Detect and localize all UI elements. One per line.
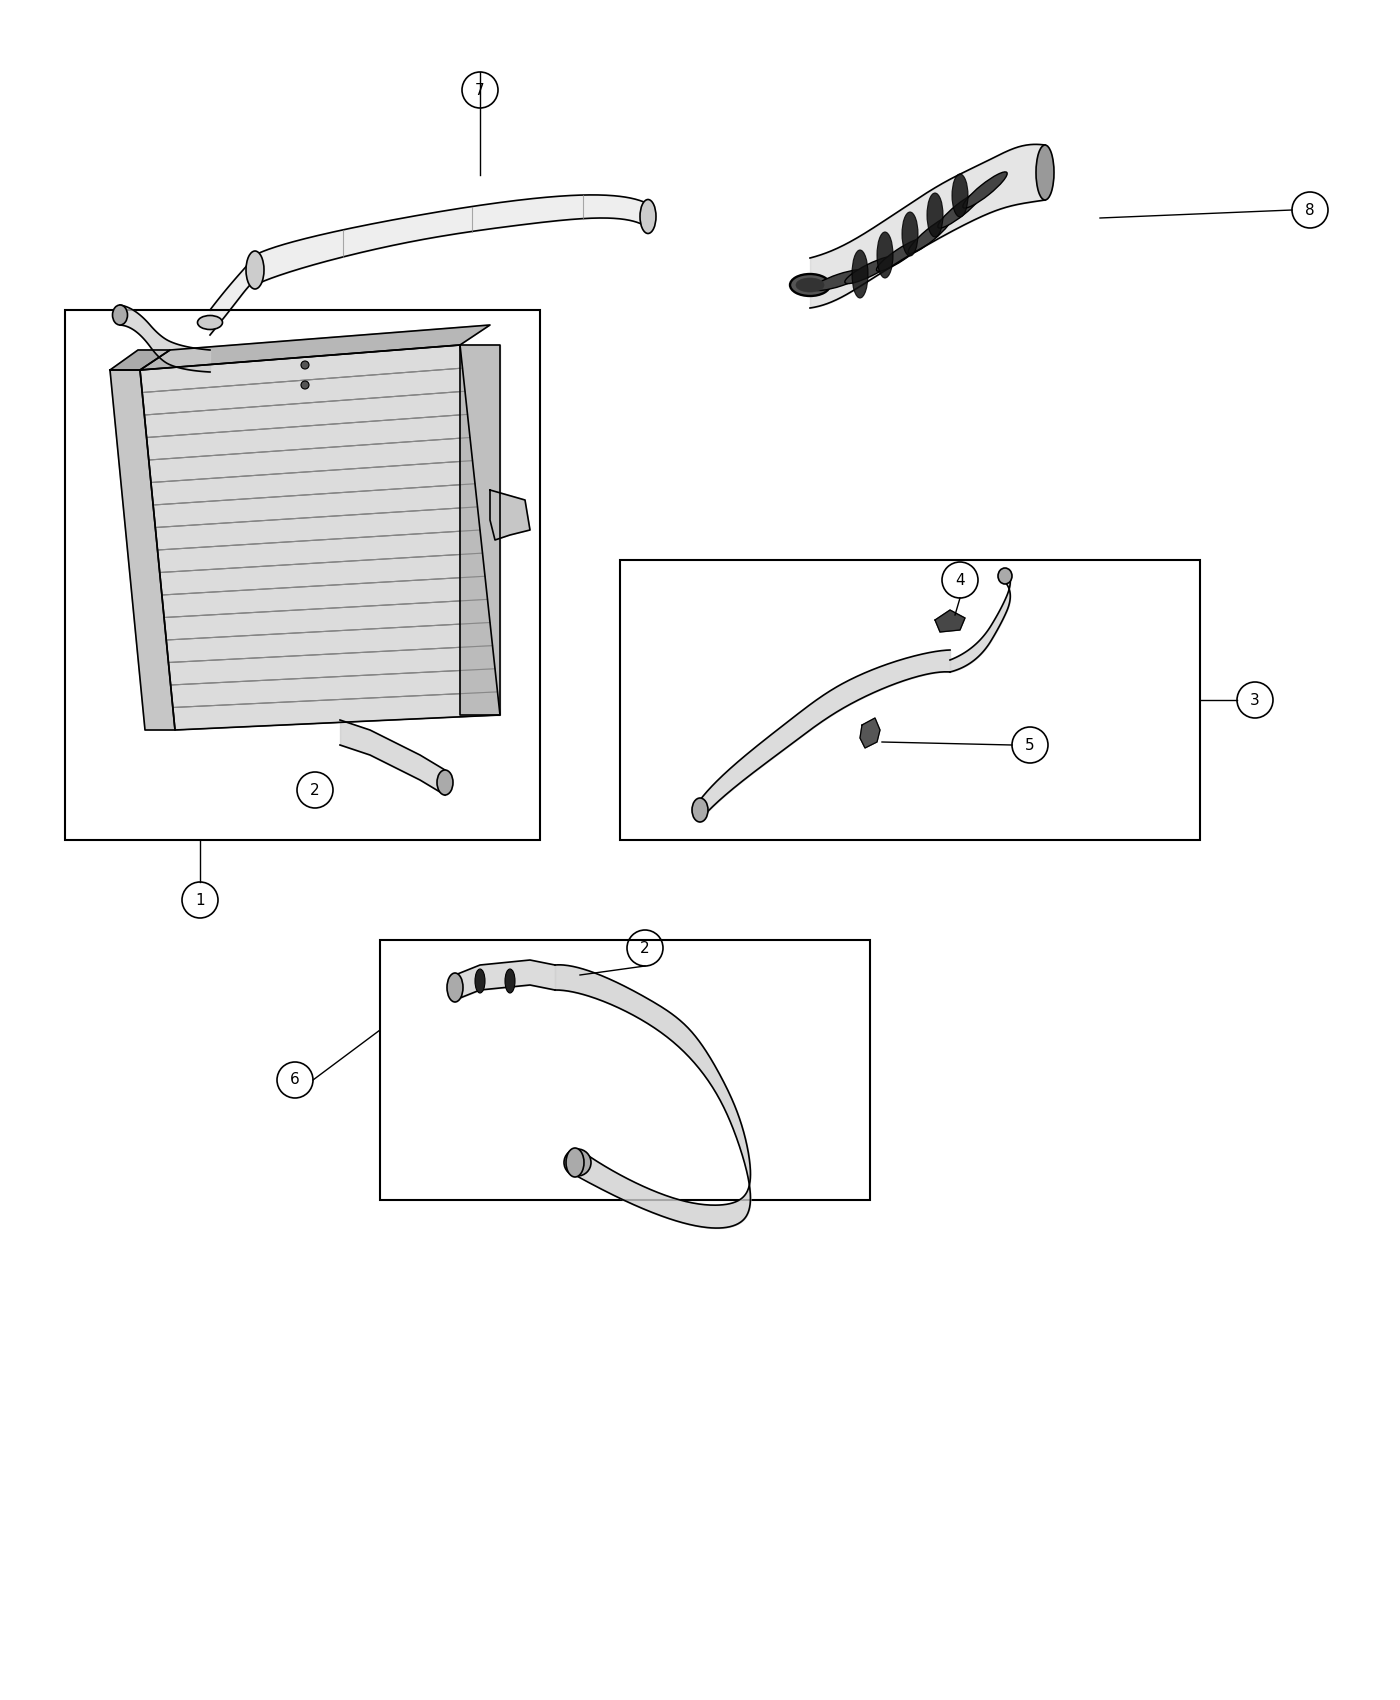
Text: 5: 5 — [1025, 738, 1035, 753]
Ellipse shape — [447, 972, 463, 1001]
Polygon shape — [140, 345, 500, 729]
Ellipse shape — [998, 568, 1012, 585]
Polygon shape — [140, 325, 490, 371]
Text: 7: 7 — [475, 83, 484, 97]
Ellipse shape — [938, 192, 983, 228]
Ellipse shape — [927, 194, 944, 236]
Polygon shape — [860, 717, 881, 748]
Ellipse shape — [640, 199, 657, 233]
Text: 2: 2 — [640, 940, 650, 955]
Ellipse shape — [844, 257, 895, 284]
Ellipse shape — [112, 304, 127, 325]
Circle shape — [301, 360, 309, 369]
Text: 3: 3 — [1250, 692, 1260, 707]
Ellipse shape — [505, 969, 515, 993]
Ellipse shape — [692, 797, 708, 823]
Polygon shape — [111, 371, 175, 729]
Circle shape — [301, 381, 309, 389]
Ellipse shape — [853, 250, 868, 298]
Ellipse shape — [876, 231, 893, 279]
Polygon shape — [490, 490, 531, 541]
Text: 4: 4 — [955, 573, 965, 588]
Bar — [620, 559, 1200, 840]
Polygon shape — [461, 345, 500, 716]
Text: 1: 1 — [195, 892, 204, 908]
Text: 2: 2 — [311, 782, 319, 797]
Polygon shape — [935, 610, 965, 632]
Ellipse shape — [1036, 144, 1054, 201]
Ellipse shape — [437, 770, 454, 796]
Ellipse shape — [475, 969, 484, 993]
Ellipse shape — [797, 279, 825, 292]
Ellipse shape — [246, 252, 265, 289]
Ellipse shape — [902, 212, 918, 257]
Ellipse shape — [790, 274, 830, 296]
Ellipse shape — [952, 173, 967, 218]
Text: 8: 8 — [1305, 202, 1315, 218]
Ellipse shape — [876, 238, 924, 272]
Bar — [64, 309, 540, 840]
Ellipse shape — [197, 316, 223, 330]
Ellipse shape — [813, 270, 867, 291]
Ellipse shape — [963, 172, 1007, 207]
Polygon shape — [111, 350, 169, 371]
Ellipse shape — [909, 216, 952, 253]
Ellipse shape — [564, 1149, 591, 1176]
Text: 6: 6 — [290, 1073, 300, 1088]
Ellipse shape — [566, 1148, 584, 1176]
Bar — [379, 940, 869, 1200]
